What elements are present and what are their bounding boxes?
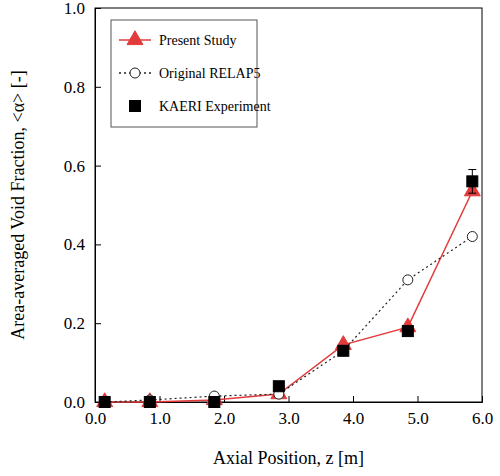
error-cap: [468, 169, 476, 170]
error-cap: [468, 193, 476, 194]
tick: 1.0: [64, 0, 101, 18]
plot-area: 0.0 1.0 2.0 3.0 4.0 5.0 6.0 0.0 0.2 0.4 0.6 0.8 1.0 P…: [64, 0, 493, 428]
data-point: [273, 381, 284, 392]
data-point: [338, 345, 349, 356]
legend-label: Present Study: [159, 33, 236, 48]
tick-label: 0.2: [64, 314, 85, 333]
tick: 0.8: [64, 78, 101, 97]
plot-frame: [95, 8, 482, 402]
x-axis: 0.0 1.0 2.0 3.0 4.0 5.0 6.0: [85, 396, 493, 428]
y-axis: 0.0 0.2 0.4 0.6 0.8 1.0: [64, 0, 101, 412]
tick-label: 6.0: [472, 409, 493, 428]
tick: 0.2: [64, 314, 101, 333]
data-point: [142, 393, 158, 407]
y-axis-title: Area-averaged Void Fraction, <α> [-]: [8, 70, 28, 339]
data-point: [467, 176, 478, 187]
tick-mark: [418, 396, 419, 402]
axis-line: [96, 9, 102, 403]
tick-label: 1.0: [64, 0, 85, 18]
data-point: [99, 397, 110, 408]
tick-label: 0.0: [85, 409, 106, 428]
tick-mark: [95, 87, 101, 88]
tick-mark: [95, 323, 101, 324]
legend-label: Original RELAP5: [159, 66, 261, 81]
tick-label: 0.8: [64, 78, 85, 97]
tick: 6.0: [472, 396, 493, 428]
data-point: [209, 397, 220, 408]
x-axis-title: Axial Position, z [m]: [213, 448, 364, 468]
data-point: [100, 397, 110, 407]
tick-mark: [95, 8, 101, 9]
tick-mark: [482, 396, 483, 402]
tick: 5.0: [407, 396, 428, 428]
tick-label: 0.6: [64, 157, 85, 176]
legend-item: Original RELAP5: [119, 66, 261, 81]
tick-label: 2.0: [214, 409, 235, 428]
tick-label: 5.0: [407, 409, 428, 428]
legend-marker: [130, 68, 140, 78]
data-point: [144, 397, 155, 408]
tick: 3.0: [278, 396, 299, 428]
data-layer: [97, 170, 481, 408]
legend-marker: [127, 31, 143, 45]
legend-marker: [130, 101, 141, 112]
tick-mark: [353, 396, 354, 402]
data-point: [403, 275, 413, 285]
tick-label: 0.0: [64, 393, 85, 412]
series-line: [105, 191, 473, 402]
data-point: [402, 326, 413, 337]
data-point: [97, 393, 113, 407]
data-point: [467, 232, 477, 242]
tick-label: 1.0: [149, 409, 170, 428]
tick-mark: [289, 396, 290, 402]
chart: 0.0 1.0 2.0 3.0 4.0 5.0 6.0 0.0 0.2 0.4 0.6 0.8 1.0 P…: [0, 0, 500, 476]
legend: Present Study Original RELAP5 KAERI Experi…: [111, 20, 271, 127]
data-point: [338, 346, 348, 356]
tick: 0.4: [64, 235, 101, 254]
tick-mark: [95, 166, 101, 167]
tick: 4.0: [343, 396, 364, 428]
tick-label: 4.0: [343, 409, 364, 428]
legend-item: Present Study: [119, 31, 236, 48]
tick-mark: [95, 244, 101, 245]
series-line: [105, 237, 473, 402]
legend-label: KAERI Experiment: [159, 99, 271, 114]
tick-label: 0.4: [64, 235, 86, 254]
legend-item: KAERI Experiment: [130, 99, 271, 114]
tick: 0.0: [64, 393, 101, 412]
tick-label: 3.0: [278, 409, 299, 428]
tick: 0.6: [64, 157, 101, 176]
